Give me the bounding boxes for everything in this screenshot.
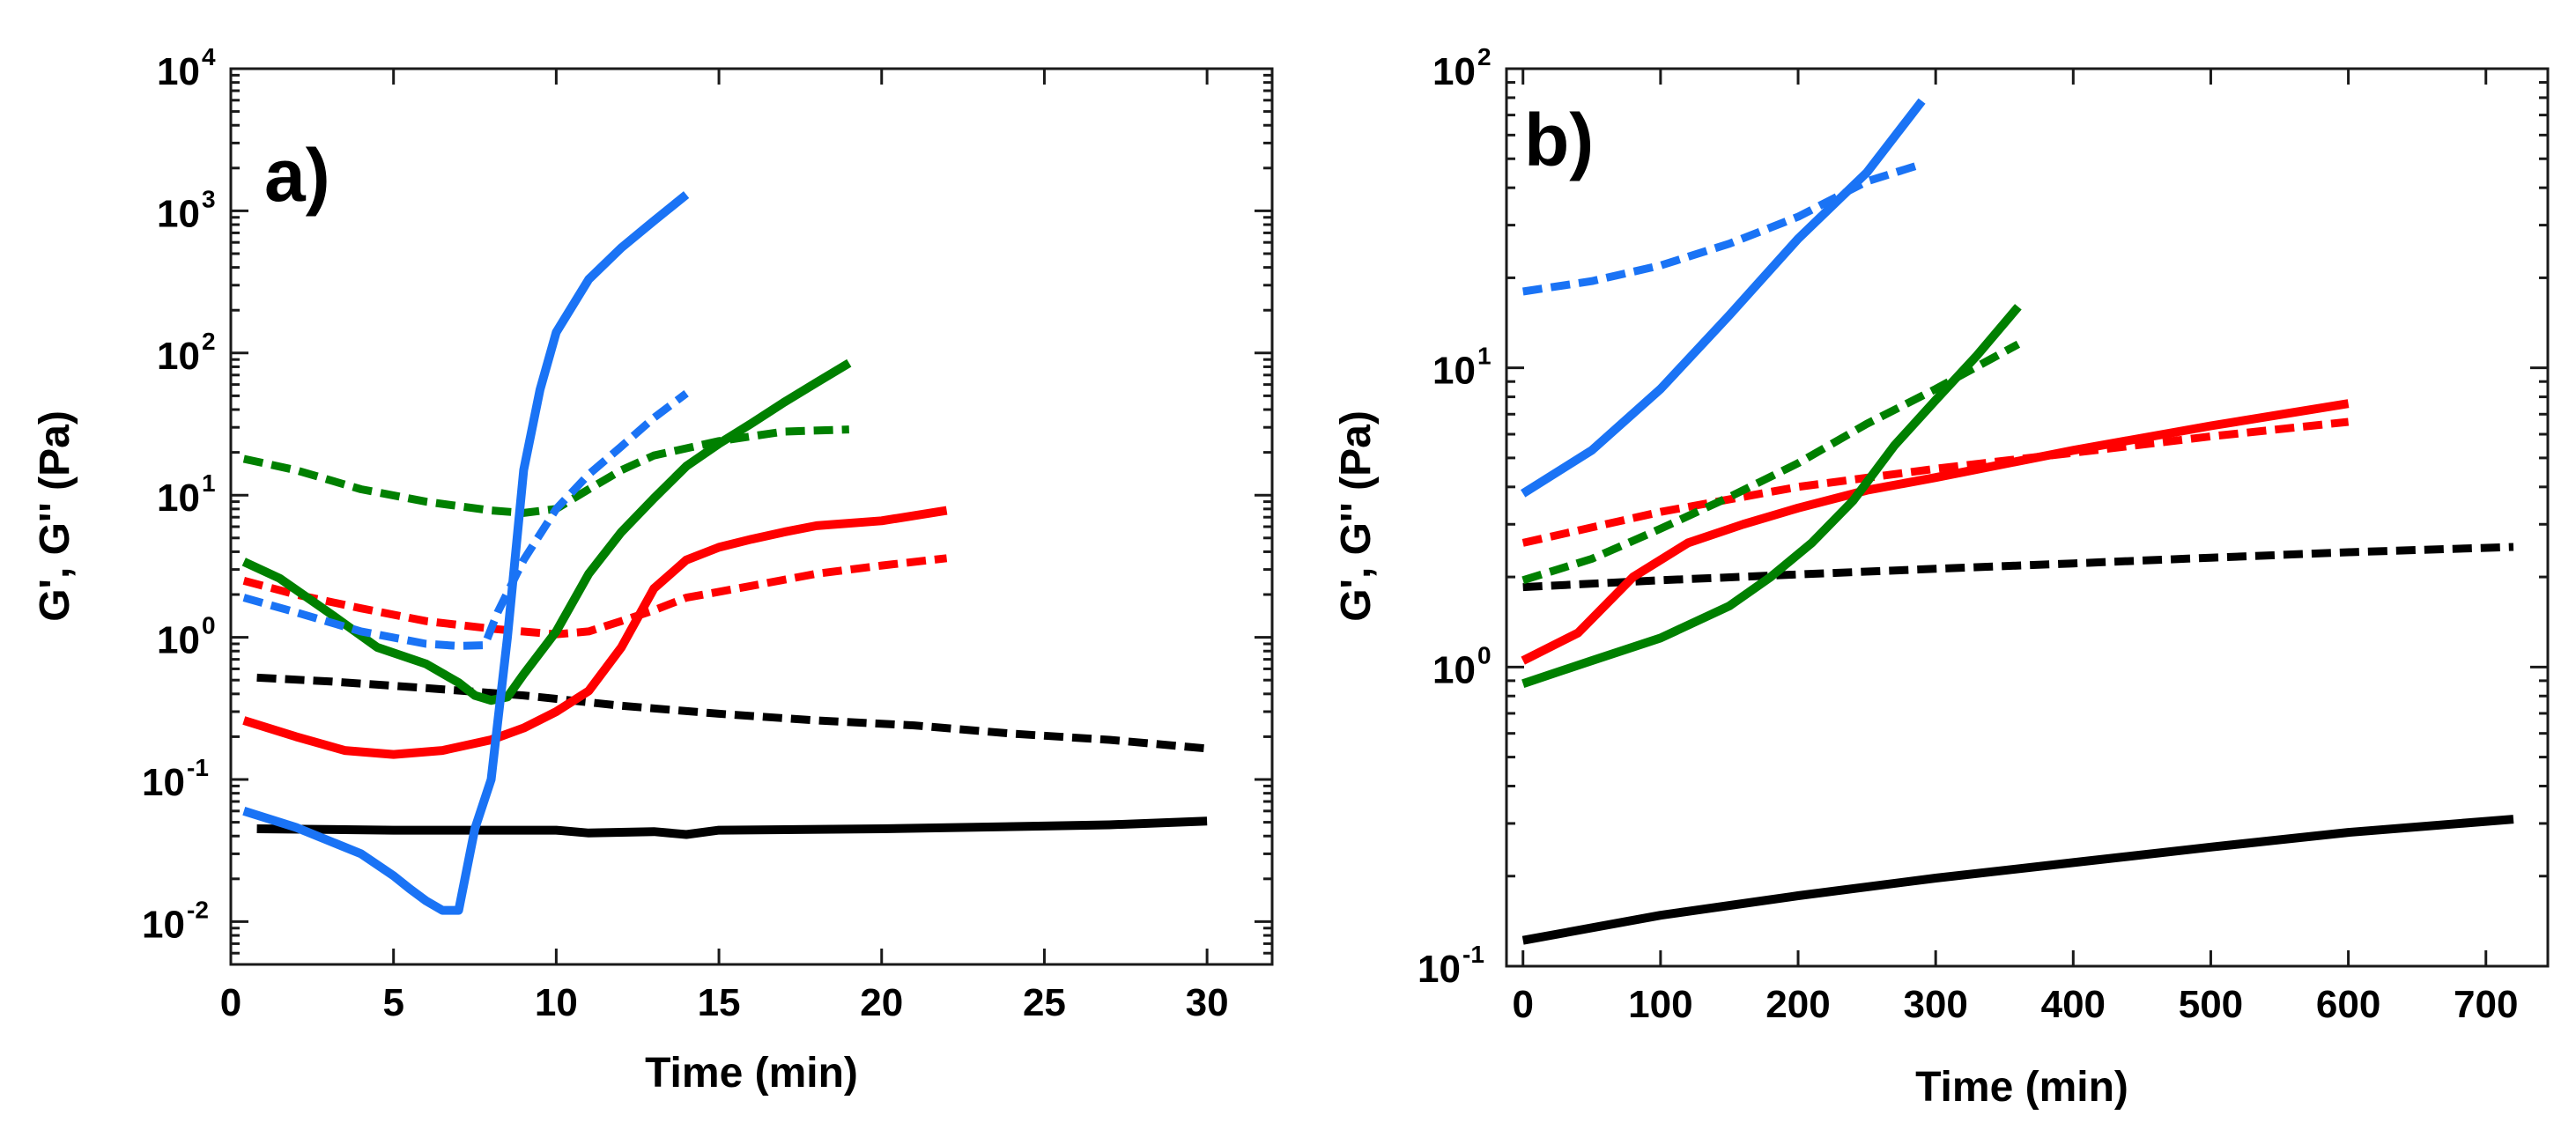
panel-a-y-tick-label: 10 1 [157,469,216,520]
panel-b-series-blue-g [1522,160,1923,296]
panel-a-y-tick-base: 10 [142,761,185,804]
panel-a-y-tick-label: 10 0 [157,612,216,662]
panel-b-series-layer [1521,98,2514,945]
panel-b-y-tick-base: 10 [1418,948,1461,991]
panel-a-x-tick-label: 15 [698,981,741,1024]
panel-b-y-tick-exponent: 0 [1477,641,1492,668]
panel-a-x-tick-label: 10 [535,981,578,1024]
panel-a-y-tick-label: 10 -1 [142,754,209,804]
panel-a-y-tick-base: 10 [157,619,200,662]
panel-b-y-tick-exponent: 1 [1477,343,1492,370]
panel-a-series-black-g [256,816,1208,839]
panel-a-y-tick-base: 10 [157,476,200,520]
panel-b-y-tick-label: 10 1 [1432,343,1492,393]
panel-b-y-tick-label: 10 0 [1432,641,1492,691]
panel-b-y-tick-base: 10 [1432,350,1476,393]
panel-a-series-green-g [241,358,852,705]
panel-a-series-blue-g [242,390,689,650]
panel-b-y-tick-label: 10 2 [1432,43,1492,93]
panel-a-y-tick-exponent: 4 [202,43,216,70]
panel-b-plot-frame [1505,67,2550,968]
panel-a-y-axis-title: G', G'' (Pa) [32,410,78,622]
panel-b-series-blue-g [1521,98,1926,498]
panel-a-y-tick-exponent: -2 [187,896,209,923]
panel-a-y-tick-exponent: -1 [187,754,209,781]
panel-a-y-tick-exponent: 3 [202,185,216,212]
panel-a-series-black-g [256,673,1208,753]
panel-b-y-tick-base: 10 [1432,648,1476,691]
panel-a-x-tick-label: 20 [860,981,903,1024]
panel-b-x-tick-label: 400 [2041,983,2106,1026]
panel-b-series-red-g [1521,417,2350,547]
panel-b-y-tick-label: 10 -1 [1418,941,1484,991]
panel-a-label: a) [264,134,330,217]
panel-b-y-axis-title: G', G'' (Pa) [1333,410,1380,622]
panel-b-x-tick-label: 300 [1903,983,1967,1026]
panel-a-x-axis-title: Time (min) [645,1050,858,1097]
panel-a-y-tick-exponent: 0 [202,612,216,639]
panel-a-series-blue-g [242,191,690,915]
panel-b-x-axis-title: Time (min) [1915,1064,2128,1111]
panel-a-x-tick-label: 30 [1186,981,1229,1024]
panel-a-series-red-g [242,554,948,639]
panel-a-x-tick-label: 5 [382,981,403,1024]
panel-a-y-tick-base: 10 [157,335,200,378]
panel-a-y-tick-label: 10 -2 [142,896,209,946]
panel-a-series-green-g [242,425,849,517]
panel-b-label: b) [1524,99,1594,181]
panel-b-y-tick-base: 10 [1432,50,1476,93]
panel-a-series-red-g [242,506,948,759]
panel-b-series-black-g [1522,543,2514,592]
panel-b-series-black-g [1521,815,2514,945]
panel-b-x-tick-label: 200 [1765,983,1830,1026]
panel-b-x-tick-label: 700 [2454,983,2518,1026]
panel-a-y-tick-label: 10 2 [157,328,216,378]
panel-b-x-tick-label: 500 [2179,983,2243,1026]
panel-a-y-tick-label: 10 3 [157,185,216,235]
panel-a-x-tick-label: 0 [220,981,241,1024]
panel-b-series-red-g [1521,399,2350,665]
panel-a-y-tick-base: 10 [142,903,185,946]
panel-b-x-tick-label: 600 [2316,983,2380,1026]
panel-a-y-tick-exponent: 2 [202,328,216,355]
panel-b-y-tick-exponent: -1 [1462,941,1484,968]
panel-b-y-tick-exponent: 2 [1477,43,1492,70]
panel-a-x-tick-label: 25 [1023,981,1066,1024]
panel-a-y-tick-exponent: 1 [202,469,216,497]
panel-a-y-tick-label: 10 4 [157,43,216,93]
panel-b-series-green-g [1521,340,2021,585]
panel-b-x-tick-label: 100 [1628,983,1692,1026]
panel-a-series-layer [241,191,1208,915]
panel-b-series-green-g [1521,304,2022,688]
panel-b-x-tick-label: 0 [1512,983,1533,1026]
panel-a-y-tick-base: 10 [157,50,200,93]
panel-a-y-tick-base: 10 [157,192,200,235]
